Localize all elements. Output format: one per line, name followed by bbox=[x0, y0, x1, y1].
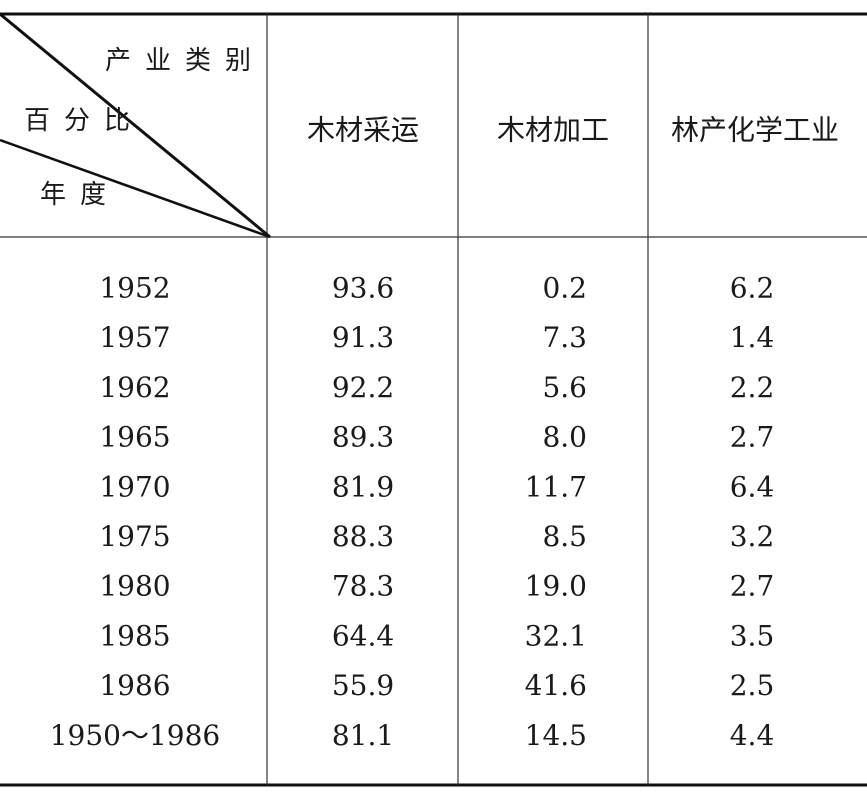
cell-value: 1.4 bbox=[730, 321, 775, 354]
cell-value: 2.7 bbox=[730, 570, 775, 603]
cell-value: 0.2 bbox=[542, 272, 587, 305]
cell-value: 14.5 bbox=[525, 719, 587, 752]
row-label: 1962 bbox=[99, 371, 170, 404]
cell-value: 93.6 bbox=[332, 272, 394, 305]
cell-value: 19.0 bbox=[525, 570, 587, 603]
cell-value: 8.0 bbox=[542, 421, 587, 454]
cell-value: 11.7 bbox=[525, 470, 587, 503]
cell-value: 3.2 bbox=[730, 520, 775, 553]
row-label: 1975 bbox=[99, 520, 170, 553]
cell-value: 81.9 bbox=[332, 470, 394, 503]
row-label: 1970 bbox=[99, 470, 170, 503]
cell-value: 64.4 bbox=[332, 619, 394, 652]
row-label: 1985 bbox=[99, 619, 170, 652]
row-label: 1952 bbox=[99, 272, 170, 305]
cell-value: 5.6 bbox=[542, 371, 587, 404]
cell-value: 3.5 bbox=[730, 619, 775, 652]
column-header: 林产化学工业 bbox=[671, 114, 839, 147]
cell-value: 2.7 bbox=[730, 421, 775, 454]
cell-value: 78.3 bbox=[332, 570, 394, 603]
cell-value: 89.3 bbox=[332, 421, 394, 454]
corner-diagonal bbox=[0, 138, 271, 239]
row-label: 1950～1986 bbox=[50, 719, 221, 752]
corner-value-label: 百分比 bbox=[24, 106, 144, 136]
cell-value: 88.3 bbox=[332, 520, 394, 553]
column-header: 木材采运 bbox=[307, 114, 419, 147]
row-label: 1957 bbox=[99, 321, 170, 354]
cell-value: 92.2 bbox=[332, 371, 394, 404]
cell-value: 55.9 bbox=[332, 669, 394, 702]
cell-value: 4.4 bbox=[730, 719, 775, 752]
row-label: 1965 bbox=[99, 421, 170, 454]
cell-value: 6.4 bbox=[730, 470, 775, 503]
cell-value: 2.5 bbox=[730, 669, 775, 702]
cell-value: 41.6 bbox=[525, 669, 587, 702]
cell-value: 91.3 bbox=[332, 321, 394, 354]
corner-row-label: 年度 bbox=[40, 180, 120, 210]
column-header: 木材加工 bbox=[497, 114, 609, 147]
cell-value: 6.2 bbox=[730, 272, 775, 305]
cell-value: 81.1 bbox=[332, 719, 394, 752]
corner-column-label: 产业类别 bbox=[105, 46, 265, 76]
cell-value: 7.3 bbox=[542, 321, 587, 354]
row-label: 1986 bbox=[99, 669, 170, 702]
cell-value: 32.1 bbox=[525, 619, 587, 652]
row-label: 1980 bbox=[99, 570, 170, 603]
cell-value: 8.5 bbox=[542, 520, 587, 553]
cell-value: 2.2 bbox=[730, 371, 775, 404]
corner-diagonal bbox=[0, 12, 271, 239]
